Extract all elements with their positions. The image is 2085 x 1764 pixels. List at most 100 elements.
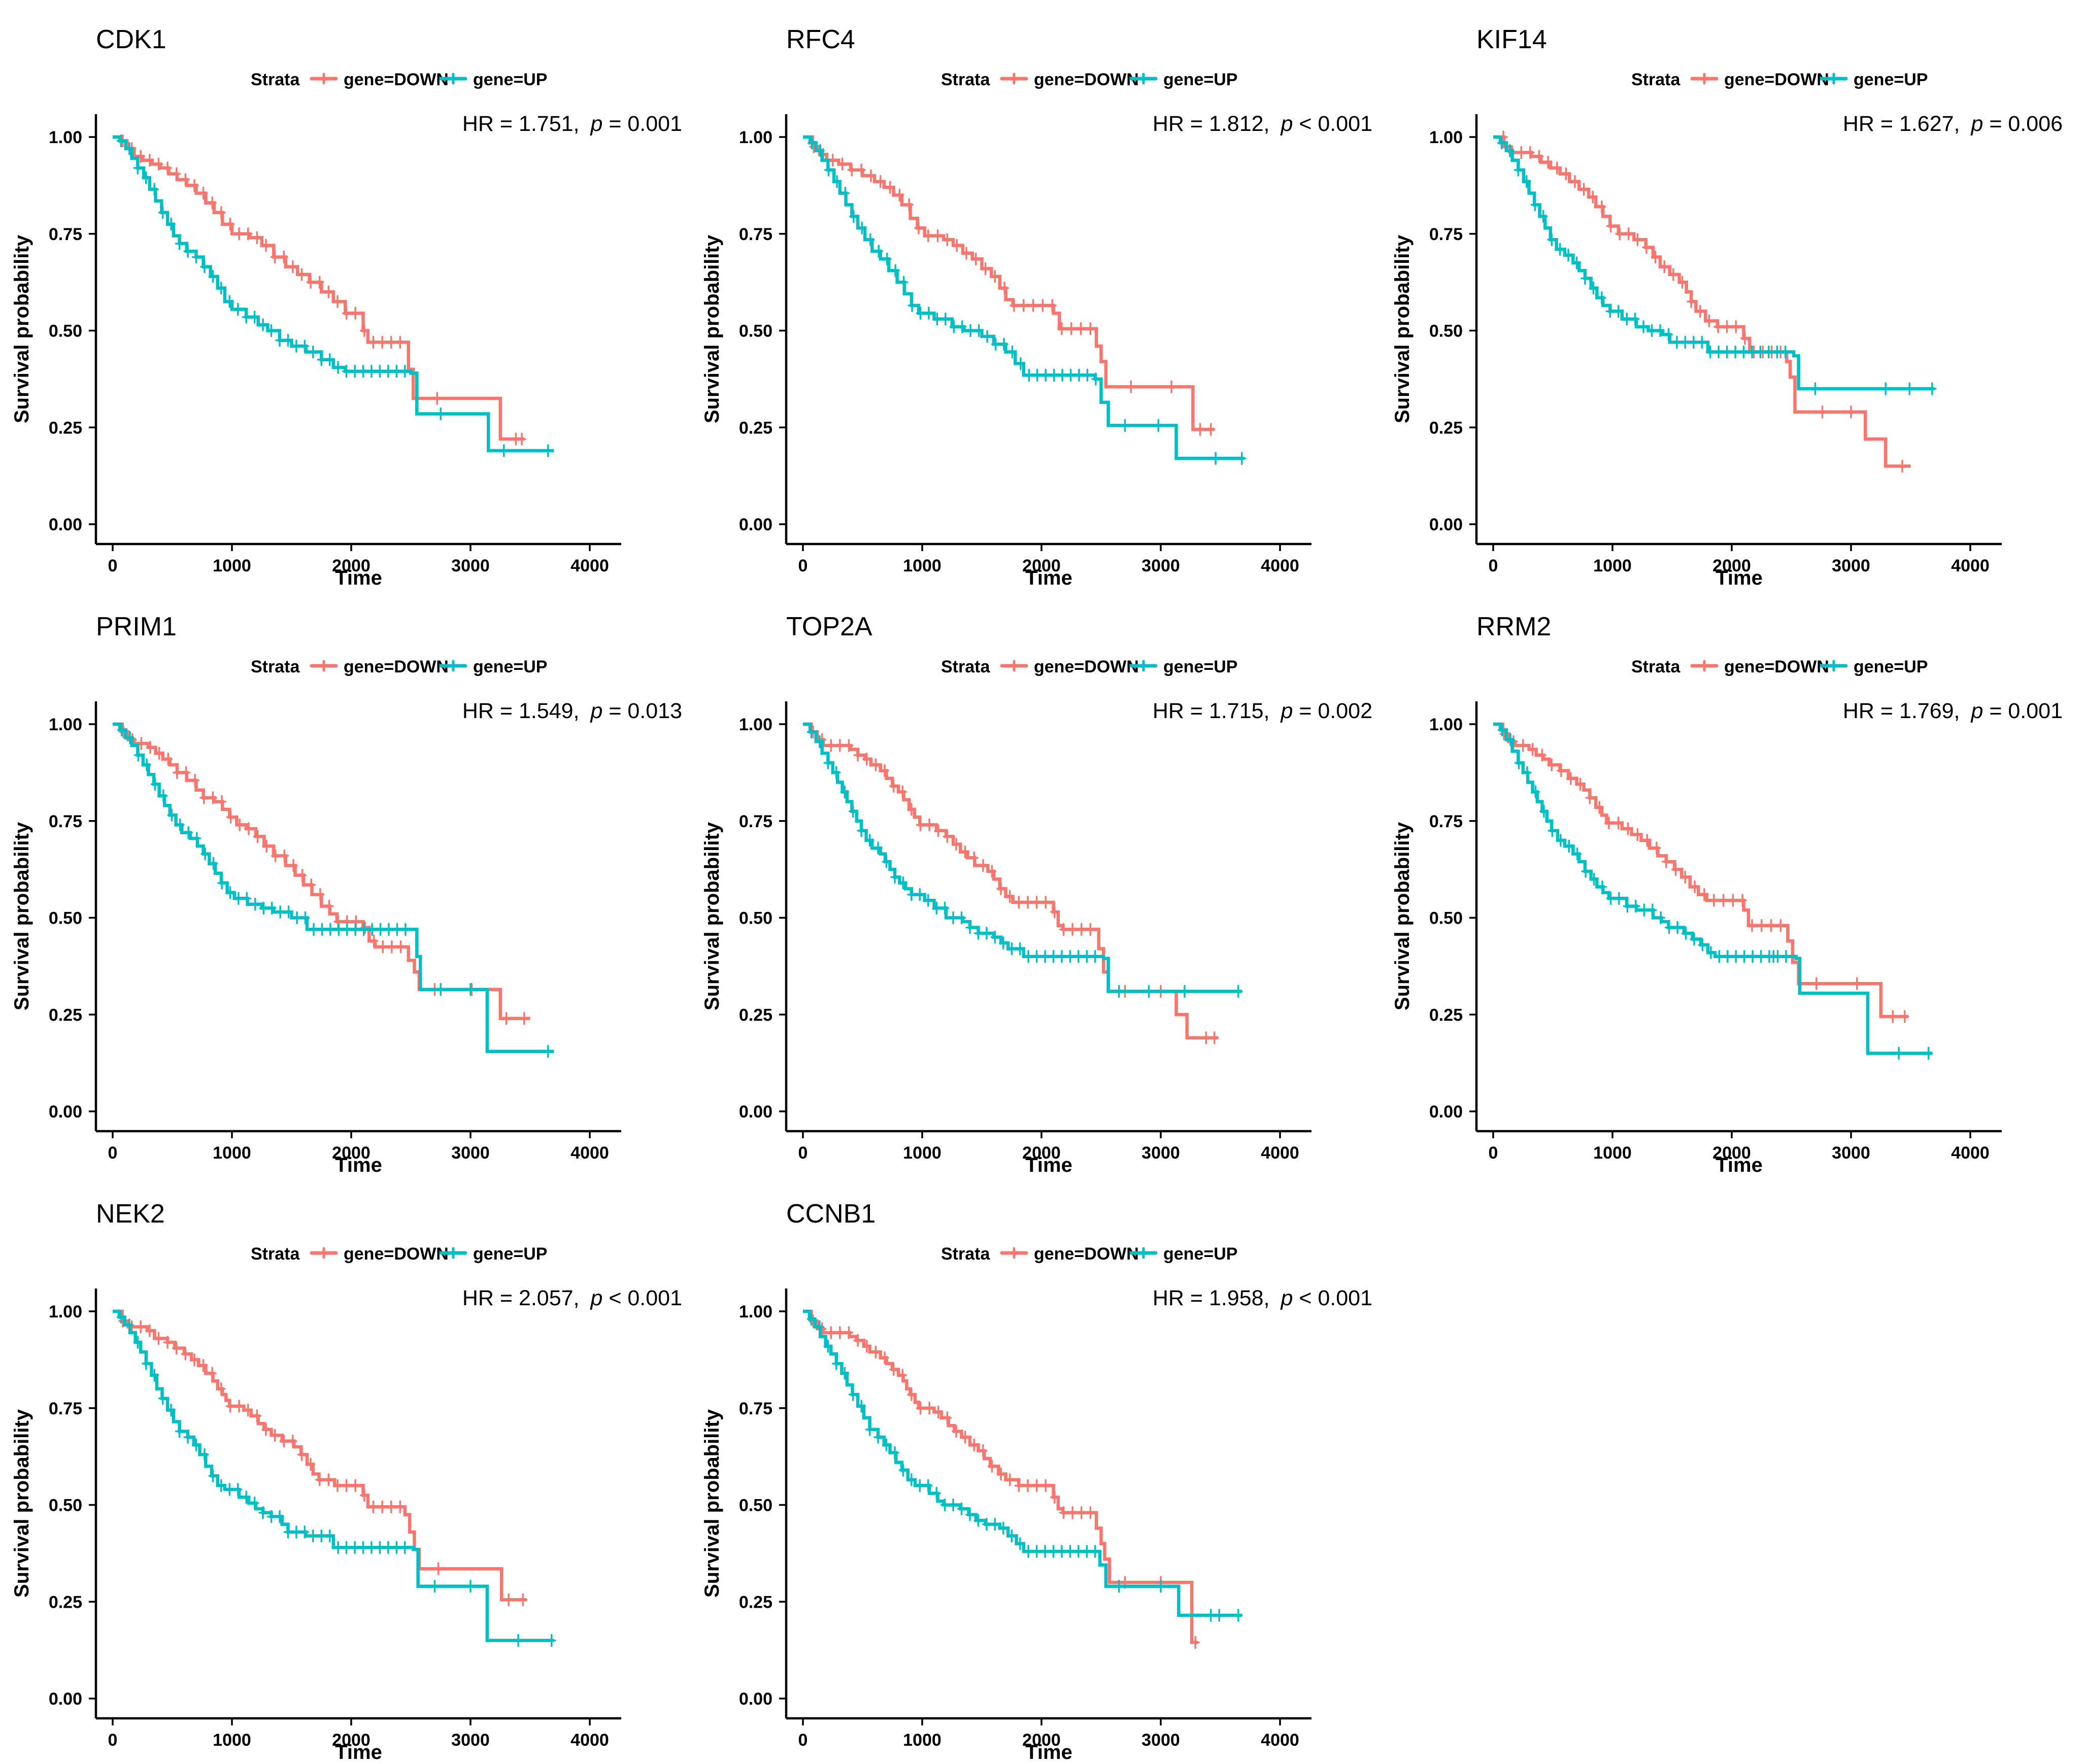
legend-strata-label: Strata (251, 657, 300, 676)
km-panel-CCNB1: CCNB1 Strata gene=DOWN gene=UP HR = 1.958, p… (697, 1174, 1388, 1763)
y-tick-label: 1.00 (49, 1302, 82, 1321)
y-tick-label: 0.00 (49, 1689, 82, 1709)
strata-legend: Strata gene=DOWN gene=UP (251, 657, 547, 676)
x-tick-label: 3000 (1832, 1143, 1870, 1163)
survival-curve-down (113, 722, 530, 1021)
strata-legend: Strata gene=DOWN gene=UP (251, 1244, 547, 1264)
x-tick-label: 3000 (451, 1731, 490, 1750)
x-tick-label: 1000 (1593, 1143, 1632, 1163)
x-tick-label: 4000 (1261, 1143, 1299, 1163)
x-tick-label: 2000 (332, 1143, 371, 1163)
gene-title: TOP2A (786, 612, 872, 641)
strata-legend: Strata gene=DOWN gene=UP (1631, 70, 1928, 89)
x-tick-label: 4000 (570, 1143, 609, 1163)
x-axis-label: Time (1716, 567, 1763, 587)
x-tick-label: 2000 (1022, 1731, 1061, 1750)
legend-item-up-label: gene=UP (473, 657, 547, 676)
survival-curve-up (803, 1309, 1242, 1617)
censor-marks-up (1497, 136, 1937, 395)
censor-marks-down (119, 725, 529, 1025)
km-chart-RRM2: RRM2 Strata gene=DOWN gene=UP HR = 1.769, p … (1391, 612, 2063, 1176)
legend-key-up-icon (439, 660, 467, 672)
y-tick-label: 0.75 (49, 812, 82, 831)
y-tick-label: 0.25 (739, 418, 772, 437)
x-tick-label: 2000 (332, 1731, 371, 1750)
legend-item-up-label: gene=UP (1163, 1244, 1237, 1264)
legend-key-up-icon (1129, 73, 1158, 85)
legend-key-up-icon (1820, 73, 1848, 85)
legend-key-down-icon (310, 660, 338, 672)
km-panel-NEK2: NEK2 Strata gene=DOWN gene=UP HR = 2.057, p … (7, 1174, 697, 1763)
gene-title: NEK2 (96, 1199, 165, 1229)
censor-marks-up (806, 1312, 1243, 1622)
y-tick-label: 0.00 (739, 515, 772, 534)
x-tick-label: 3000 (1141, 1143, 1180, 1163)
strata-legend: Strata gene=DOWN gene=UP (941, 657, 1237, 676)
gene-title: CDK1 (96, 25, 166, 54)
y-axis-label: Survival probability (701, 1409, 723, 1598)
hr-annotation: HR = 1.549, p = 0.013 (462, 699, 682, 723)
x-tick-label: 1000 (213, 1731, 251, 1750)
x-tick-label: 1000 (903, 1731, 941, 1750)
x-axis-label: Time (1025, 1741, 1072, 1761)
km-panel-KIF14: KIF14 Strata gene=DOWN gene=UP HR = 1.627, p… (1388, 0, 2078, 589)
y-tick-label: 0.50 (739, 322, 772, 341)
y-tick-label: 0.25 (1429, 1005, 1463, 1025)
x-tick-label: 0 (798, 1731, 808, 1750)
censor-marks-up (1497, 723, 1933, 1060)
censor-marks-down (809, 725, 1219, 1044)
legend-item-up-label: gene=UP (473, 70, 547, 89)
y-tick-label: 0.00 (739, 1689, 772, 1709)
km-chart-TOP2A: TOP2A Strata gene=DOWN gene=UP HR = 1.715, p… (701, 612, 1372, 1176)
legend-item-up-label: gene=UP (1163, 70, 1237, 89)
x-tick-label: 1000 (903, 1143, 941, 1163)
y-axis-label: Survival probability (1391, 822, 1414, 1010)
censor-marks-down (1499, 130, 1907, 473)
x-tick-label: 4000 (1261, 1731, 1299, 1750)
km-panel-RRM2: RRM2 Strata gene=DOWN gene=UP HR = 1.769, p … (1388, 587, 2078, 1176)
x-tick-label: 4000 (1261, 556, 1299, 575)
y-axis-label: Survival probability (11, 1409, 33, 1598)
legend-key-down-icon (1000, 660, 1028, 672)
legend-strata-label: Strata (251, 70, 300, 89)
censor-marks-down (118, 1314, 528, 1607)
y-tick-label: 1.00 (49, 715, 82, 734)
y-tick-label: 0.75 (739, 225, 772, 244)
legend-item-up-label: gene=UP (1163, 657, 1237, 676)
x-axis-label: Time (335, 1154, 382, 1174)
y-axis-label: Survival probability (11, 234, 33, 423)
x-tick-label: 4000 (1951, 556, 1990, 575)
x-tick-label: 0 (798, 1143, 808, 1163)
y-tick-label: 0.50 (739, 1496, 772, 1515)
x-tick-label: 1000 (903, 556, 941, 575)
y-tick-label: 0.75 (49, 225, 82, 244)
y-tick-label: 0.75 (1429, 225, 1463, 244)
x-tick-label: 0 (1489, 556, 1498, 575)
legend-item-down-label: gene=DOWN (1034, 70, 1139, 89)
censor-marks-down (809, 1314, 1200, 1649)
y-tick-label: 0.00 (739, 1102, 772, 1122)
y-tick-label: 0.50 (49, 909, 82, 928)
legend-strata-label: Strata (941, 657, 990, 676)
legend-key-down-icon (1690, 660, 1719, 672)
y-tick-label: 1.00 (739, 1302, 772, 1321)
y-tick-label: 0.25 (49, 1005, 82, 1025)
y-tick-label: 0.50 (49, 322, 82, 341)
gene-title: RRM2 (1476, 612, 1551, 641)
x-tick-label: 1000 (1593, 556, 1632, 575)
x-tick-label: 4000 (570, 1731, 609, 1750)
x-axis-label: Time (335, 567, 382, 587)
x-tick-label: 4000 (1951, 1143, 1990, 1163)
hr-annotation: HR = 1.769, p = 0.001 (1843, 699, 2063, 723)
legend-strata-label: Strata (941, 1244, 990, 1264)
y-tick-label: 1.00 (1429, 128, 1463, 147)
y-axis-label: Survival probability (701, 234, 723, 423)
y-tick-label: 0.75 (1429, 812, 1463, 831)
y-tick-label: 0.00 (49, 515, 82, 534)
y-tick-label: 0.25 (739, 1005, 772, 1025)
survival-curve-down (1493, 722, 1908, 1019)
censor-marks-up (807, 136, 1247, 465)
x-tick-label: 2000 (1022, 556, 1061, 575)
y-tick-label: 0.00 (49, 1102, 82, 1122)
y-tick-label: 0.75 (739, 1399, 772, 1418)
